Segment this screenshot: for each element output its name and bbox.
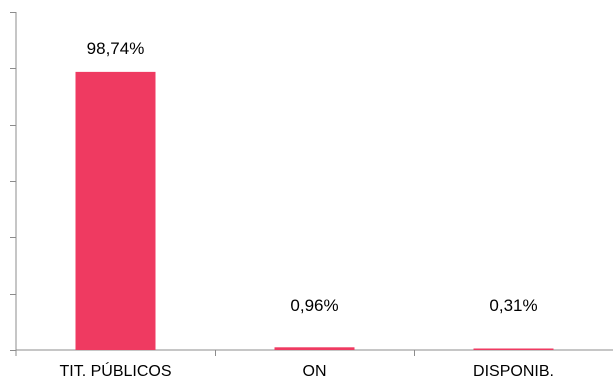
- bar: [473, 348, 554, 350]
- bar: [274, 347, 355, 350]
- x-tick-label: ON: [303, 363, 327, 380]
- x-tick-label: DISPONIB.: [473, 363, 554, 380]
- labels: 98,74% TIT. PÚBLICOS 0,96% ON 0,31% DISPONIB.: [59, 39, 553, 380]
- bars: [75, 71, 554, 351]
- bar: [75, 71, 156, 351]
- bar-data-label: 0,96%: [290, 296, 338, 315]
- bar-data-label: 0,31%: [489, 296, 537, 315]
- bar-data-label: 98,74%: [87, 39, 145, 58]
- x-tick-label: TIT. PÚBLICOS: [59, 361, 171, 380]
